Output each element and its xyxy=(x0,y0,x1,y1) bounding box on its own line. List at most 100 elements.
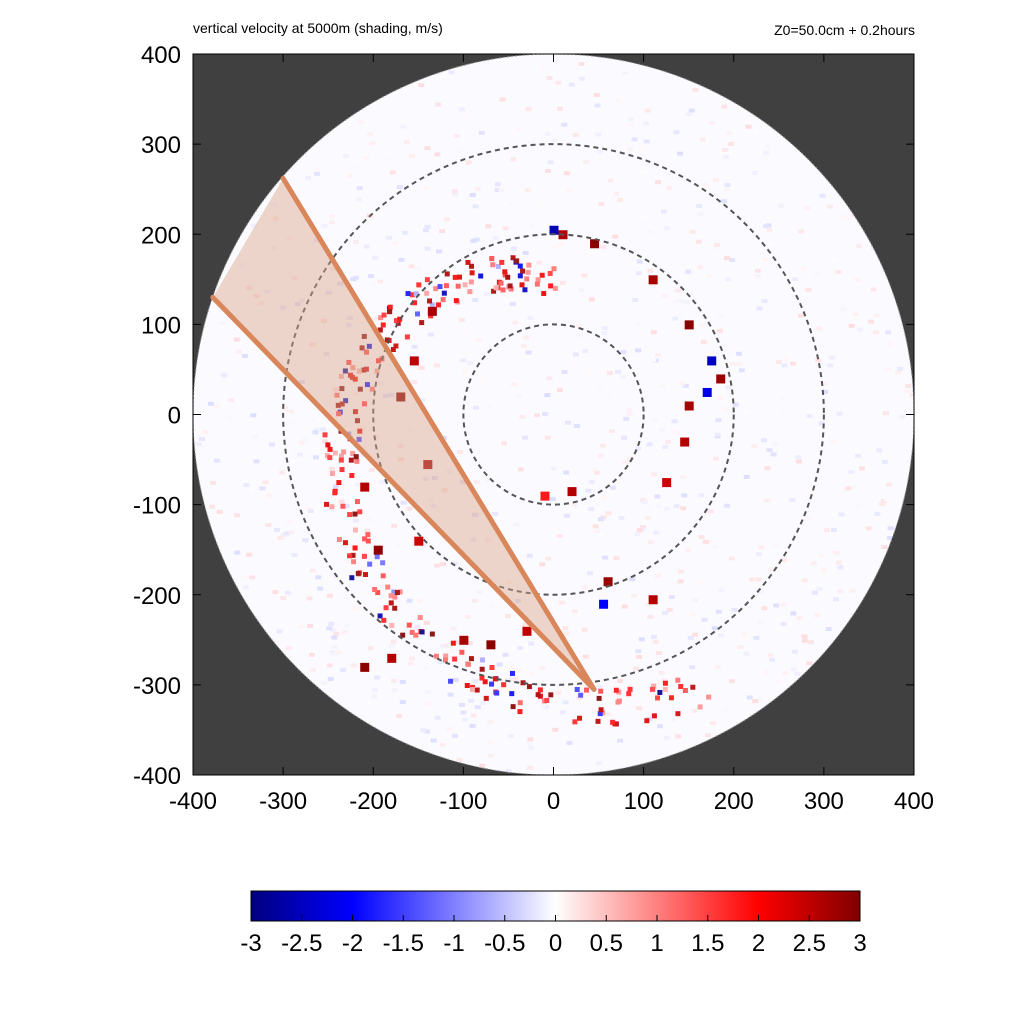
y-tick-label: 0 xyxy=(168,403,181,430)
field-cell xyxy=(326,593,333,598)
field-cell xyxy=(265,523,272,528)
field-cell xyxy=(619,375,626,380)
field-cell xyxy=(698,323,705,328)
field-cell xyxy=(422,228,429,233)
field-cell xyxy=(532,198,539,203)
field-cell xyxy=(510,701,517,706)
field-cell xyxy=(660,209,667,214)
field-cell xyxy=(647,539,654,544)
field-cell xyxy=(411,380,418,385)
field-cell xyxy=(722,708,729,713)
band-cell xyxy=(388,593,394,599)
field-cell xyxy=(725,462,732,467)
field-cell xyxy=(419,397,426,402)
field-cell xyxy=(642,215,649,220)
field-cell xyxy=(459,422,466,427)
field-cell xyxy=(502,652,509,657)
field-cell xyxy=(546,376,553,381)
band-cell xyxy=(338,457,344,463)
field-cell xyxy=(221,373,228,378)
field-cell xyxy=(647,229,654,234)
field-cell xyxy=(781,363,788,368)
field-cell xyxy=(645,602,652,607)
field-cell xyxy=(551,138,558,143)
field-cell xyxy=(505,494,512,499)
field-cell xyxy=(526,742,533,747)
field-cell xyxy=(780,622,787,627)
field-cell xyxy=(711,626,718,631)
field-cell xyxy=(428,623,435,628)
field-feature xyxy=(414,536,424,546)
field-feature xyxy=(702,387,712,397)
field-cell xyxy=(241,574,248,579)
field-cell xyxy=(367,131,374,136)
field-cell xyxy=(545,556,552,561)
band-cell xyxy=(440,297,446,303)
field-cell xyxy=(615,98,622,103)
field-cell xyxy=(563,171,570,176)
field-cell xyxy=(705,733,712,738)
field-cell xyxy=(305,506,312,511)
band-cell xyxy=(534,281,540,287)
band-cell xyxy=(507,283,513,289)
field-cell xyxy=(357,120,364,125)
field-cell xyxy=(879,501,886,506)
field-cell xyxy=(732,402,739,407)
field-cell xyxy=(439,742,446,747)
field-cell xyxy=(400,124,407,129)
field-cell xyxy=(656,650,663,655)
band-cell xyxy=(336,480,342,486)
field-cell xyxy=(472,679,479,684)
band-cell xyxy=(452,656,458,662)
field-feature xyxy=(459,635,469,645)
band-cell xyxy=(392,594,398,600)
band-cell xyxy=(552,285,558,291)
field-cell xyxy=(666,690,673,695)
field-cell xyxy=(298,318,305,323)
field-cell xyxy=(474,425,481,430)
field-cell xyxy=(610,246,617,251)
field-cell xyxy=(725,150,732,155)
field-cell xyxy=(476,590,483,595)
field-cell xyxy=(327,676,334,681)
field-cell xyxy=(874,511,881,516)
field-cell xyxy=(728,556,735,561)
field-cell xyxy=(589,670,596,675)
field-cell xyxy=(876,448,883,453)
band-cell xyxy=(526,684,532,690)
field-cell xyxy=(572,133,579,138)
band-cell xyxy=(491,288,497,294)
field-cell xyxy=(453,133,460,138)
field-cell xyxy=(647,614,654,619)
field-cell xyxy=(424,146,431,151)
field-cell xyxy=(345,667,352,672)
field-cell xyxy=(228,398,235,403)
band-cell xyxy=(348,372,354,378)
band-cell xyxy=(535,277,541,283)
field-cell xyxy=(791,649,798,654)
field-cell xyxy=(461,717,468,722)
field-cell xyxy=(601,326,608,331)
field-cell xyxy=(602,555,609,560)
field-cell xyxy=(241,354,248,359)
field-cell xyxy=(723,256,730,261)
field-cell xyxy=(424,526,431,531)
field-cell xyxy=(371,317,378,322)
field-cell xyxy=(723,392,730,397)
field-cell xyxy=(423,620,430,625)
field-cell xyxy=(298,440,305,445)
field-cell xyxy=(520,344,527,349)
field-feature xyxy=(567,487,577,497)
band-cell xyxy=(324,501,330,507)
field-cell xyxy=(595,132,602,137)
band-cell xyxy=(489,681,495,687)
field-cell xyxy=(539,666,546,671)
field-cell xyxy=(386,235,393,240)
band-cell xyxy=(409,292,415,298)
band-cell xyxy=(389,622,395,628)
field-cell xyxy=(408,656,415,661)
field-cell xyxy=(272,590,279,595)
field-cell xyxy=(429,445,436,450)
band-cell xyxy=(343,398,349,404)
field-cell xyxy=(450,626,457,631)
